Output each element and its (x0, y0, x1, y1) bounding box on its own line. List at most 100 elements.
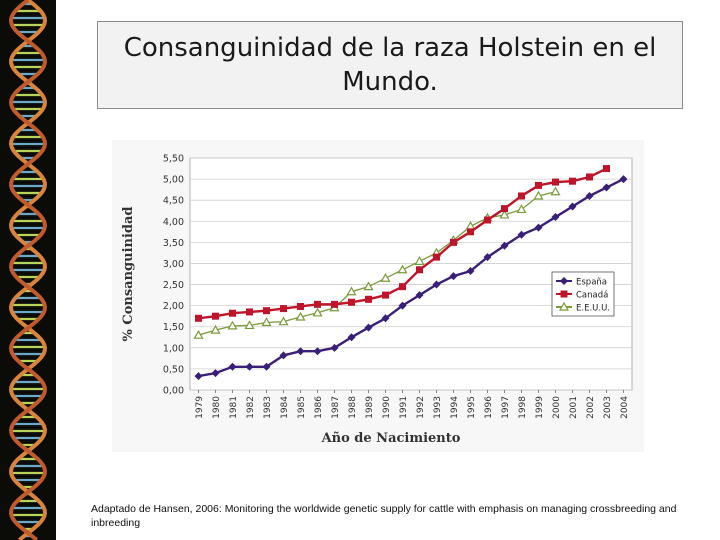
data-point (518, 192, 525, 200)
data-point (210, 324, 221, 334)
y-tick-label: 4,00 (163, 217, 184, 228)
series-1 (195, 165, 610, 322)
data-point (363, 281, 374, 291)
data-point (467, 228, 474, 236)
x-tick-label: 1981 (229, 396, 239, 419)
x-tick-label: 1979 (195, 396, 205, 419)
data-point (500, 241, 509, 250)
dna-helix-icon (8, 0, 48, 540)
data-point (295, 311, 306, 321)
legend-label: España (576, 278, 607, 288)
data-point (416, 266, 423, 274)
y-tick-label: 3,50 (163, 238, 184, 249)
series-line (198, 191, 556, 336)
x-tick-label: 1997 (501, 396, 511, 419)
data-point (603, 165, 610, 173)
x-tick-label: 2001 (569, 396, 579, 419)
data-point (263, 307, 270, 315)
data-point (433, 253, 440, 261)
data-point (330, 343, 339, 352)
data-point (552, 178, 559, 186)
data-point (211, 369, 220, 378)
x-tick-label: 1983 (263, 396, 273, 419)
data-point (348, 298, 355, 306)
data-point (415, 291, 424, 300)
data-point (551, 213, 560, 222)
data-point (560, 277, 568, 285)
y-tick-label: 2,00 (163, 301, 184, 312)
data-point (228, 362, 237, 371)
data-point (516, 204, 527, 214)
x-tick-label: 2004 (620, 396, 630, 419)
data-point (278, 316, 289, 326)
title-box: Consanguinidad de la raza Holstein en el… (97, 21, 683, 109)
data-point (398, 301, 407, 310)
data-point (568, 202, 577, 211)
data-point (450, 238, 457, 246)
data-point (364, 323, 373, 332)
data-point (517, 230, 526, 239)
data-point (246, 308, 253, 316)
legend-label: Canadá (576, 291, 608, 301)
data-point (399, 283, 406, 291)
data-point (193, 329, 204, 339)
data-point (331, 300, 338, 308)
x-tick-label: 2003 (603, 396, 613, 419)
data-point (534, 223, 543, 232)
data-point (229, 309, 236, 317)
y-tick-label: 3,00 (163, 259, 184, 270)
data-point (619, 175, 628, 184)
slide-title: Consanguinidad de la raza Holstein en el… (123, 33, 657, 97)
data-point (550, 186, 561, 196)
data-point (499, 209, 510, 219)
data-point (297, 302, 304, 310)
source-caption: Adaptado de Hansen, 2006: Monitoring the… (91, 503, 677, 529)
data-point (280, 305, 287, 313)
x-tick-label: 1993 (433, 396, 443, 419)
chart-canvas: 0,00 0,50 1,00 1,50 2,00 2,50 3,00 3,50 4,00 4,50… (121, 154, 633, 446)
x-tick-label: 1986 (314, 396, 324, 419)
data-point (212, 312, 219, 320)
data-point (313, 347, 322, 356)
data-point (586, 173, 593, 181)
x-tick-label: 1994 (450, 396, 460, 419)
data-point (227, 320, 238, 330)
y-tick-label: 4,50 (163, 196, 184, 207)
data-point (533, 190, 544, 200)
data-point (195, 314, 202, 322)
data-point (484, 216, 491, 224)
data-point (449, 272, 458, 281)
x-tick-label: 1980 (212, 396, 222, 419)
series-line (198, 178, 625, 378)
data-point (279, 351, 288, 360)
data-point (602, 183, 611, 192)
y-tick-label: 0,00 (163, 386, 184, 397)
data-point (535, 181, 542, 189)
data-point (262, 362, 271, 371)
data-point (501, 205, 508, 213)
data-point (569, 177, 576, 185)
y-tick-label: 5,00 (163, 175, 184, 186)
data-point (314, 300, 321, 308)
x-tick-label: 1984 (280, 396, 290, 419)
data-point (382, 291, 389, 299)
data-point (432, 280, 441, 289)
data-point (365, 295, 372, 303)
data-point (381, 314, 390, 323)
series-2 (193, 186, 561, 339)
x-tick-label: 1992 (416, 396, 426, 419)
y-tick-label: 1,50 (163, 322, 184, 333)
data-point (347, 333, 356, 342)
y-tick-label: 5,50 (163, 154, 184, 165)
x-tick-label: 1985 (297, 396, 307, 419)
data-point (312, 307, 323, 317)
data-point (560, 290, 568, 298)
data-point (261, 317, 272, 327)
series-0 (194, 175, 628, 381)
x-tick-label: 1982 (246, 396, 256, 419)
data-point (194, 372, 203, 381)
data-point (244, 320, 255, 330)
x-tick-label: 1995 (467, 396, 477, 419)
data-point (380, 273, 391, 282)
x-tick-label: 1991 (399, 396, 409, 419)
